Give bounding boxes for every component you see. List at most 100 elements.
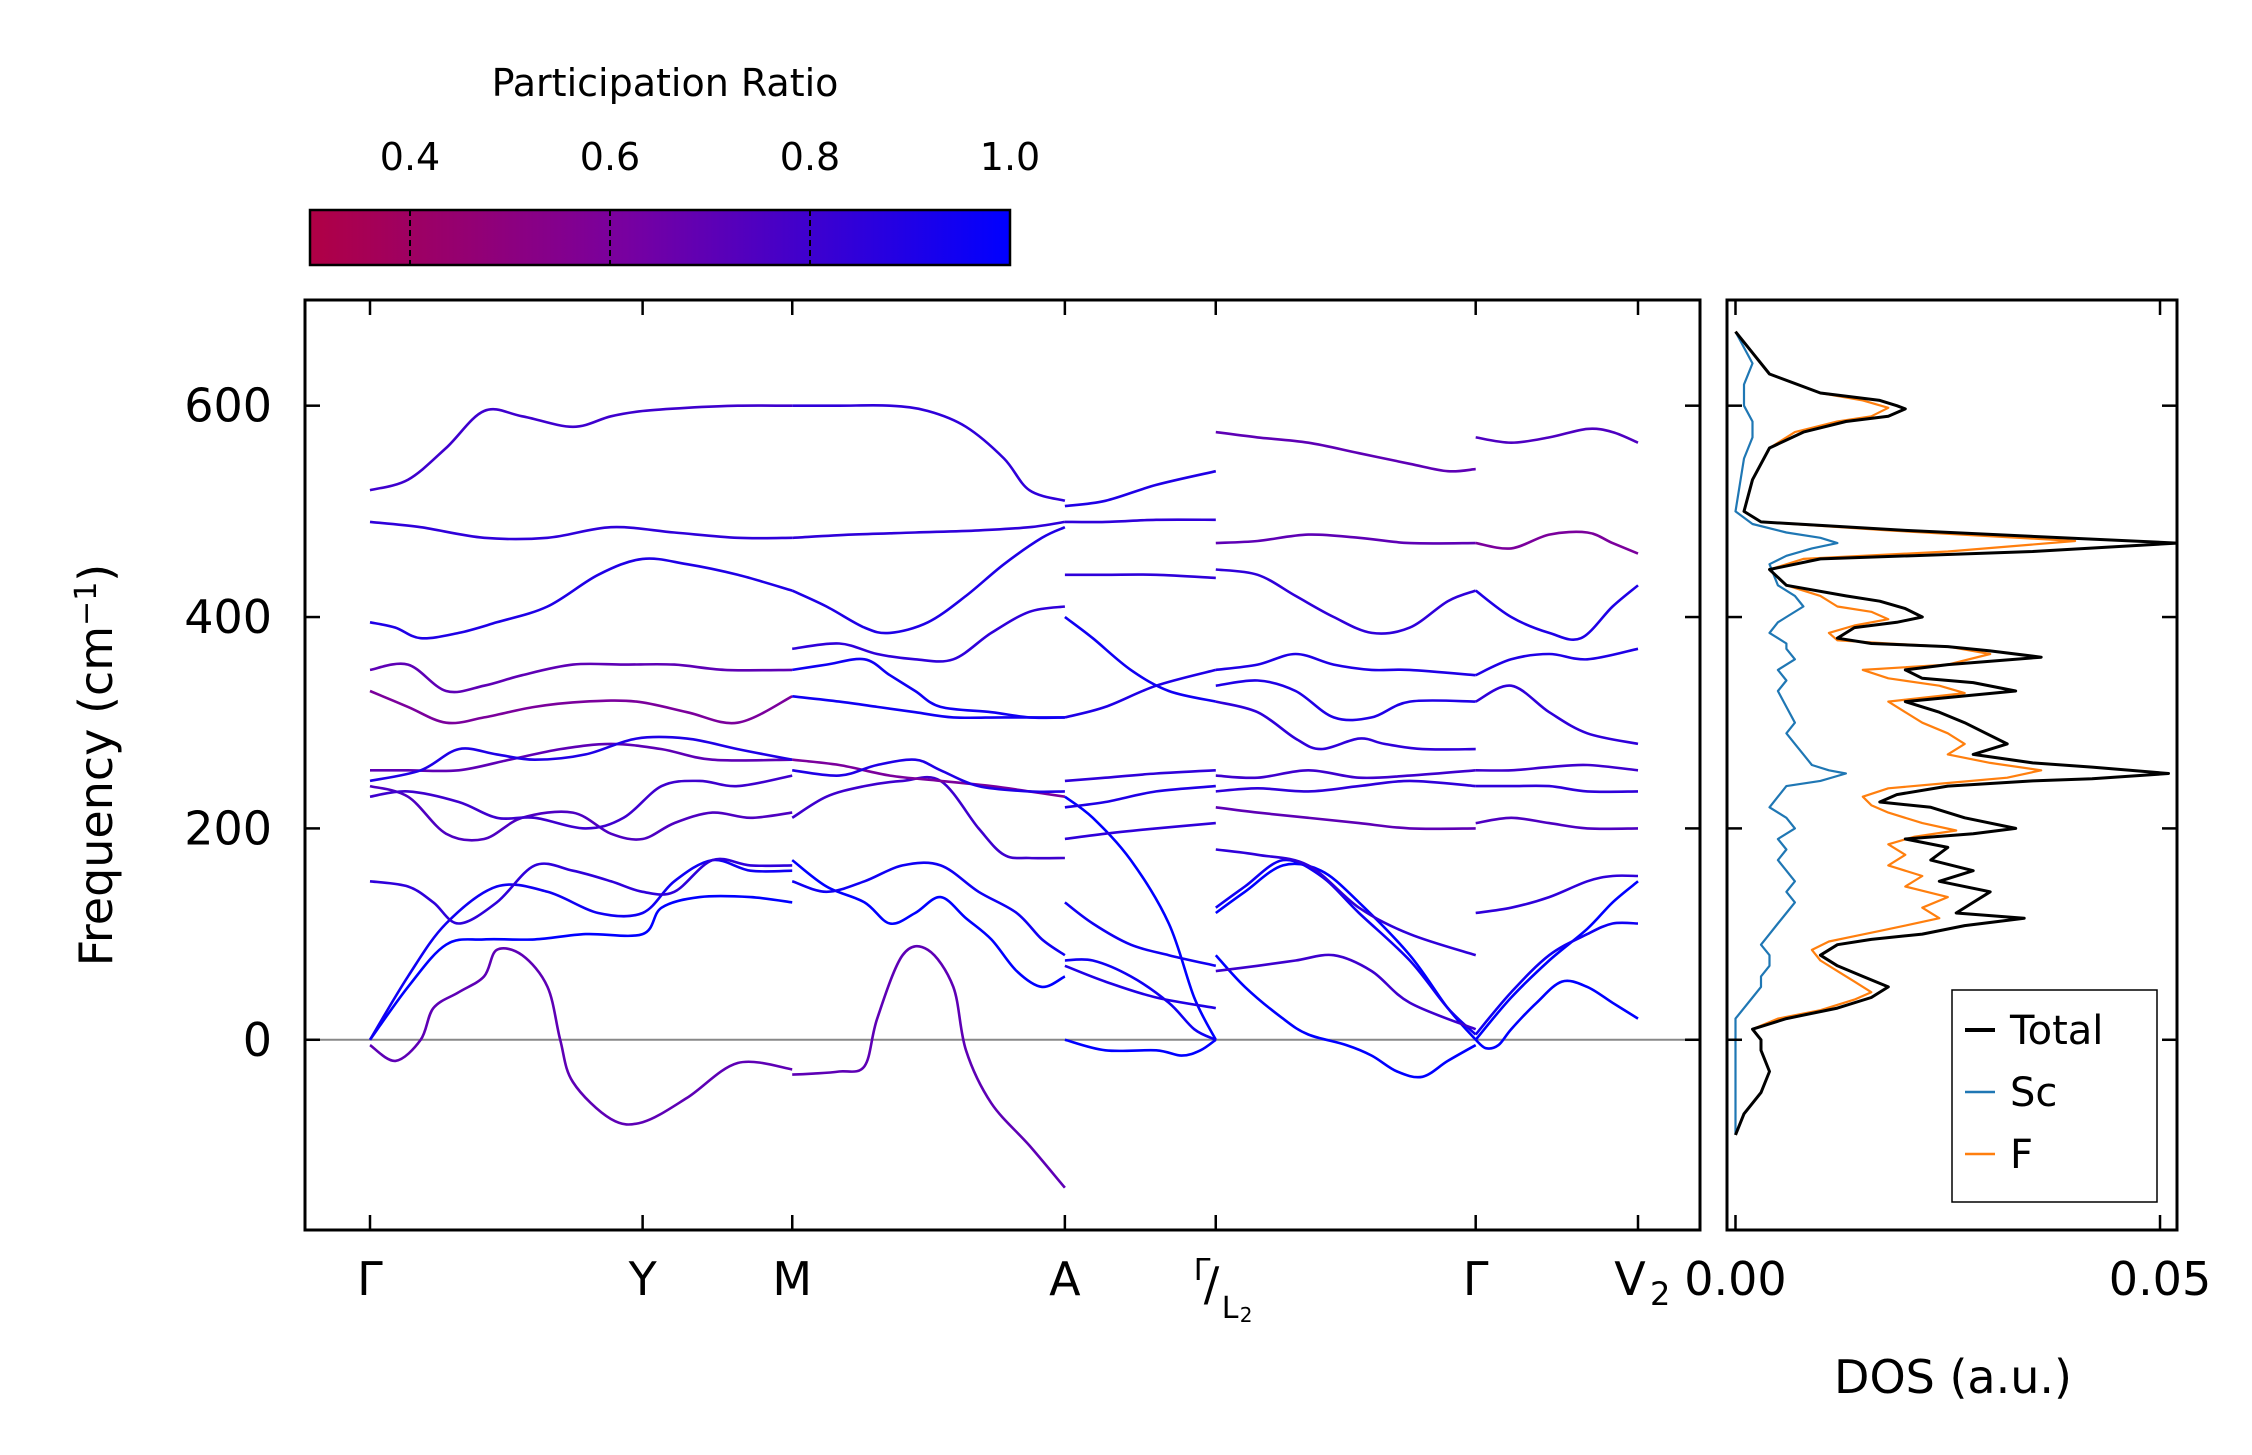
phonon-band-seg0-10 bbox=[369, 557, 793, 640]
dos-x-tick-label-0: 0.00 bbox=[1684, 1252, 1786, 1306]
phonon-band-seg1-11 bbox=[792, 404, 1066, 503]
kpoint-label-bottom-sub: 2 bbox=[1240, 1303, 1253, 1327]
phonon-band-seg2-6 bbox=[1064, 784, 1216, 809]
phonon-band-seg1-3 bbox=[791, 775, 1065, 860]
phonon-band-seg4-11 bbox=[1475, 427, 1639, 444]
phonon-band-seg3-3 bbox=[1215, 953, 1477, 1031]
phonon-band-seg0-8 bbox=[369, 689, 793, 725]
colorbar-tick-label-3: 1.0 bbox=[980, 135, 1040, 179]
kpoint-label-sub-6: 2 bbox=[1650, 1275, 1670, 1313]
phonon-band-seg2-11 bbox=[1064, 518, 1216, 524]
colorbar-tick-label-1: 0.6 bbox=[580, 135, 640, 179]
phonon-band-seg4-3 bbox=[1475, 874, 1639, 915]
phonon-band-seg4-1 bbox=[1474, 880, 1639, 1041]
legend-label-f: F bbox=[2010, 1132, 2033, 1178]
dos-series-sc bbox=[1734, 331, 1848, 1135]
phonon-band-seg1-2 bbox=[791, 861, 1066, 957]
y-axis-title: Frequency (cm−1) bbox=[69, 564, 123, 967]
phonon-band-seg1-9 bbox=[791, 526, 1066, 635]
kpoint-label-bottom: L bbox=[1222, 1291, 1239, 1326]
dos-axes-frame bbox=[1725, 298, 2179, 1232]
phonon-band-seg0-2 bbox=[368, 858, 793, 1041]
phonon-band-seg2-2 bbox=[1064, 958, 1217, 1041]
kpoint-label-2: M bbox=[772, 1252, 812, 1306]
phonon-band-seg0-12 bbox=[369, 404, 793, 492]
legend: Total Sc F bbox=[1951, 989, 2158, 1203]
phonon-band-seg4-2 bbox=[1474, 921, 1639, 1036]
phonon-band-seg2-7 bbox=[1064, 769, 1216, 783]
phonon-band-seg3-10 bbox=[1215, 652, 1476, 677]
phonon-band-seg0-4 bbox=[369, 784, 793, 842]
kpoint-label-0: Γ bbox=[357, 1252, 383, 1306]
y-tick-label-1: 200 bbox=[184, 801, 272, 855]
phonon-band-seg0-5 bbox=[369, 774, 793, 830]
phonon-band-seg4-6 bbox=[1475, 763, 1639, 772]
phonon-band-seg4-5 bbox=[1475, 784, 1639, 794]
phonon-band-seg2-10 bbox=[1064, 573, 1216, 580]
dos-x-tick-label-1: 0.05 bbox=[2109, 1252, 2211, 1306]
kpoint-label-3: A bbox=[1049, 1252, 1081, 1306]
phonon-band-seg2-0 bbox=[1064, 1038, 1217, 1057]
colorbar: Participation Ratio 0.4 0.6 0.8 1.0 bbox=[308, 61, 1040, 267]
colorbar-tick-label-2: 0.8 bbox=[780, 135, 840, 179]
dos-series-total bbox=[1734, 330, 2177, 1136]
phonon-band-seg0-3 bbox=[369, 857, 793, 925]
phonon-band-seg3-9 bbox=[1215, 679, 1476, 722]
phonon-band-seg4-10 bbox=[1475, 530, 1639, 555]
kpoint-label-top: Γ bbox=[1194, 1253, 1211, 1288]
phonon-band-seg1-0 bbox=[792, 944, 1066, 1189]
kpoint-label-4: Γ/L 2 bbox=[1194, 1253, 1253, 1327]
y-axis-title-sup: −1 bbox=[69, 582, 104, 626]
y-tick-label-2: 400 bbox=[184, 590, 272, 644]
phonon-band-seg0-1 bbox=[368, 894, 793, 1041]
phonon-band-seg1-5 bbox=[792, 758, 1065, 794]
phonon-band-seg3-0 bbox=[1214, 954, 1477, 1079]
phonon-band-seg1-10 bbox=[792, 520, 1066, 540]
phonon-band-seg3-8 bbox=[1215, 700, 1476, 751]
legend-label-total: Total bbox=[2009, 1008, 2103, 1054]
y-tick-label-0: 0 bbox=[243, 1013, 272, 1067]
colorbar-gradient bbox=[308, 208, 1012, 267]
colorbar-title: Participation Ratio bbox=[492, 61, 839, 105]
phonon-band-seg2-8 bbox=[1064, 668, 1217, 719]
x-axis-title-dos: DOS (a.u.) bbox=[1834, 1350, 2072, 1404]
phonon-band-seg0-11 bbox=[369, 520, 793, 541]
phonon-band-seg2-3 bbox=[1064, 964, 1217, 1010]
phonon-band-seg2-9 bbox=[1064, 615, 1217, 703]
phonon-band-seg3-12 bbox=[1215, 533, 1476, 545]
colorbar-tick-label-0: 0.4 bbox=[380, 135, 440, 179]
phonon-band-seg1-1 bbox=[791, 859, 1066, 989]
band-axes-frame bbox=[303, 298, 1702, 1232]
phonon-band-seg1-6 bbox=[792, 695, 1065, 720]
y-axis-title-main: Frequency (cm bbox=[69, 626, 123, 966]
phonon-band-seg3-6 bbox=[1215, 779, 1476, 793]
phonon-band-seg4-7 bbox=[1475, 684, 1639, 746]
phonon-band-seg3-11 bbox=[1215, 568, 1477, 635]
phonon-band-seg0-7 bbox=[369, 735, 793, 783]
phonon-band-seg3-7 bbox=[1215, 769, 1476, 780]
phonon-band-seg4-8 bbox=[1475, 647, 1639, 677]
y-axis-title-end: ) bbox=[69, 564, 123, 582]
phonon-band-seg0-0 bbox=[369, 947, 793, 1126]
phonon-band-seg3-4 bbox=[1215, 848, 1477, 957]
dos-plot: 0.00 0.05 DOS (a.u.) Total Sc F bbox=[1684, 298, 2211, 1404]
phonon-band-seg2-4 bbox=[1064, 901, 1217, 968]
phonon-band-seg1-7 bbox=[792, 657, 1065, 720]
phonon-band-seg4-0 bbox=[1474, 979, 1639, 1050]
phonon-band-seg0-9 bbox=[369, 662, 793, 694]
phonon-band-seg4-4 bbox=[1475, 816, 1639, 831]
kpoint-label-1: Y bbox=[628, 1252, 658, 1306]
y-tick-label-3: 600 bbox=[184, 379, 272, 433]
kpoint-label-6: V bbox=[1614, 1252, 1646, 1306]
kpoint-label-5: Γ bbox=[1463, 1252, 1489, 1306]
phonon-band-seg1-8 bbox=[792, 605, 1066, 663]
phonon-band-seg2-12 bbox=[1064, 469, 1217, 508]
phonon-band-seg3-5 bbox=[1215, 806, 1476, 831]
phonon-band-seg2-1 bbox=[1064, 795, 1217, 1041]
legend-box bbox=[1951, 989, 2158, 1203]
phonon-band-seg3-2 bbox=[1215, 858, 1477, 1036]
legend-label-sc: Sc bbox=[2010, 1070, 2057, 1116]
phonon-band-seg4-9 bbox=[1474, 584, 1639, 642]
